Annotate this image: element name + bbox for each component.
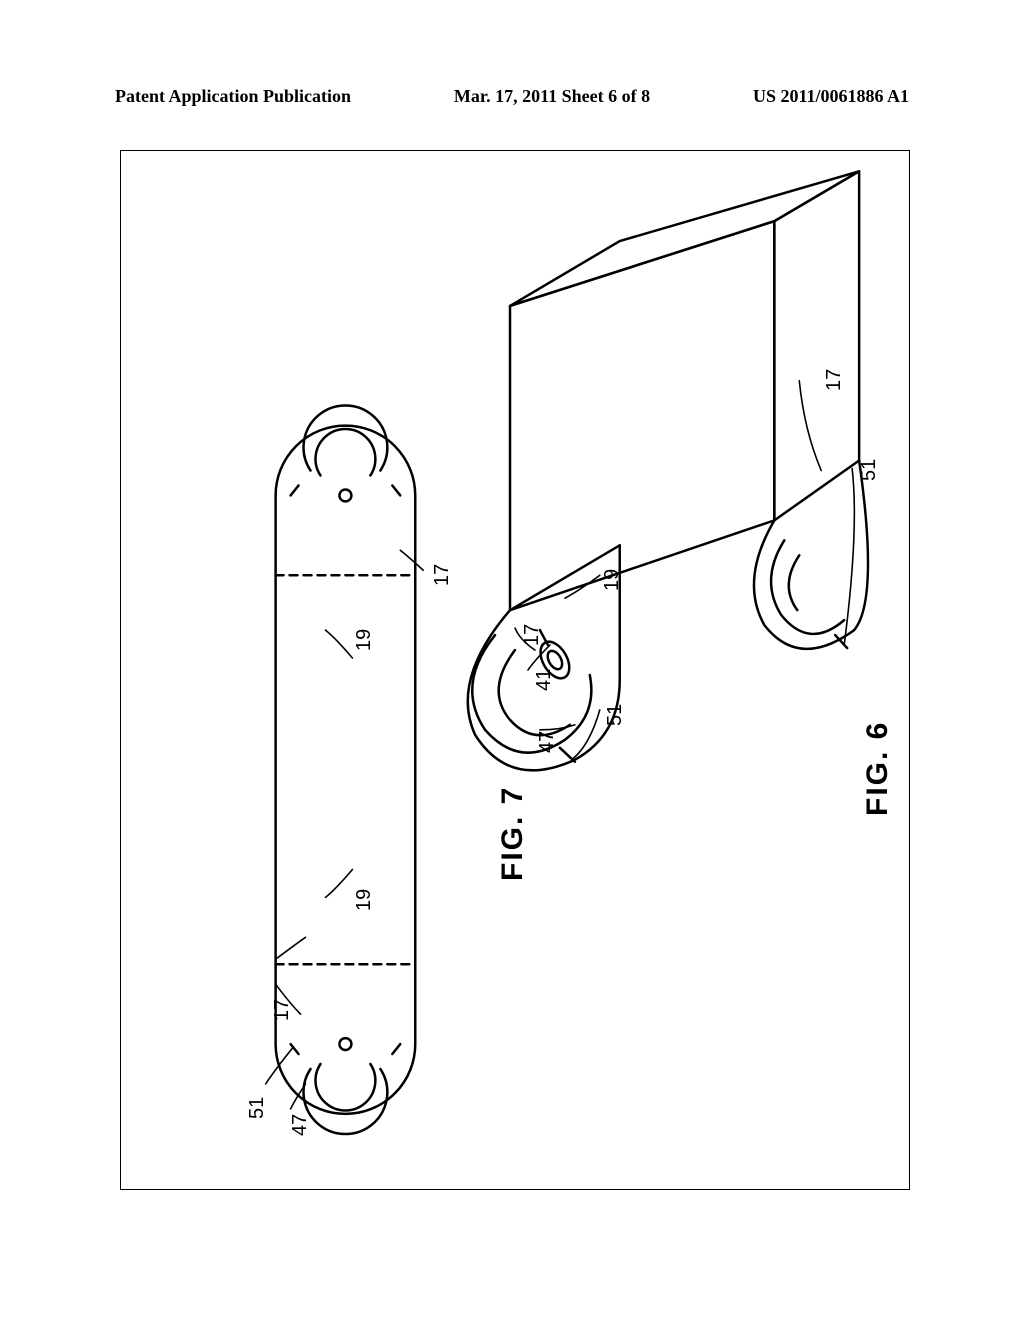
figure-frame: 17 51 19 17 41 47 51 FIG. 6 17 19 19 17 … [120, 150, 910, 1190]
patent-page: Patent Application Publication Mar. 17, … [0, 0, 1024, 1320]
fig7-svg [121, 151, 909, 1189]
ref-47-a: 47 [536, 731, 559, 753]
ref-19-b: 19 [353, 889, 376, 911]
ref-51-b: 51 [604, 704, 627, 726]
fig7-label: FIG. 7 [496, 786, 530, 881]
ref-17-a: 17 [823, 369, 846, 391]
ref-41: 41 [533, 669, 556, 691]
header-left: Patent Application Publication [115, 86, 351, 107]
ref-19-a: 19 [601, 569, 624, 591]
header-row: Patent Application Publication Mar. 17, … [0, 86, 1024, 107]
ref-19-c: 19 [353, 629, 376, 651]
ref-51-a: 51 [858, 459, 881, 481]
ref-47-b: 47 [289, 1114, 312, 1136]
fig6-label: FIG. 6 [861, 721, 895, 816]
ref-17-c: 17 [271, 999, 294, 1021]
fig7-group [266, 405, 620, 1134]
header-center: Mar. 17, 2011 Sheet 6 of 8 [454, 86, 650, 107]
ref-51-c: 51 [246, 1097, 269, 1119]
ref-17-d: 17 [431, 564, 454, 586]
ref-17-b: 17 [521, 624, 544, 646]
header-right: US 2011/0061886 A1 [753, 86, 909, 107]
